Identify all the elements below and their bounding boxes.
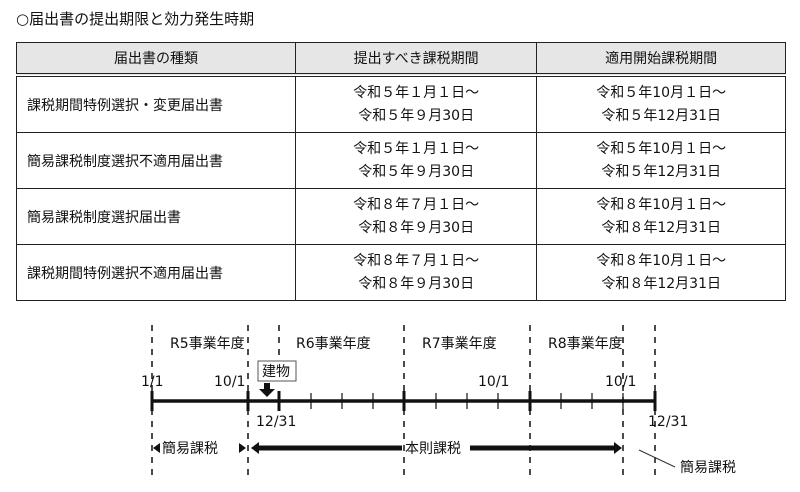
submit-period: 令和８年７月１日～ 令和８年９月30日 (294, 244, 538, 301)
year-r7: R7事業年度 (422, 336, 497, 352)
header-apply: 適用開始課税期間 (536, 42, 786, 77)
submit-end: 令和５年９月30日 (358, 163, 475, 180)
apply-start: 令和８年10月１日～ (596, 252, 727, 269)
arrow-left-icon (153, 443, 160, 453)
simple-tax-label-1: 簡易課税 (162, 441, 218, 457)
submit-start: 令和５年１月１日～ (353, 84, 480, 101)
down-arrow-icon (259, 383, 275, 397)
apply-period: 令和８年10月１日～ 令和８年12月31日 (536, 188, 786, 245)
table-row: 課税期間特例選択不適用届出書 令和８年７月１日～ 令和８年９月30日 令和８年10… (16, 244, 786, 301)
arrow-left-icon (251, 442, 259, 454)
apply-period: 令和８年10月１日～ 令和８年12月31日 (536, 244, 786, 301)
submit-start: 令和８年７月１日～ (353, 196, 480, 213)
header-type: 届出書の種類 (16, 42, 296, 77)
submit-period: 令和８年７月１日～ 令和８年９月30日 (294, 188, 538, 245)
notification-name: 簡易課税制度選択届出書 (16, 188, 296, 245)
year-r8: R8事業年度 (548, 336, 623, 352)
arrow-right-icon (614, 442, 622, 454)
apply-end: 令和５年12月31日 (601, 107, 721, 124)
submit-end: 令和８年９月30日 (358, 275, 475, 292)
apply-period: 令和５年10月１日～ 令和５年12月31日 (536, 74, 786, 133)
date-10-1-r7: 10/1 (478, 374, 509, 390)
submit-period: 令和５年１月１日～ 令和５年９月30日 (294, 132, 538, 189)
date-10-1-r8: 10/1 (605, 374, 636, 390)
year-r6: R6事業年度 (296, 336, 371, 352)
apply-start: 令和５年10月１日～ (596, 140, 727, 157)
page-title: ○届出書の提出期限と効力発生時期 (16, 10, 255, 28)
header-submit: 提出すべき課税期間 (294, 42, 538, 77)
building-box (257, 360, 297, 382)
notification-table: 届出書の種類 提出すべき課税期間 適用開始課税期間 課税期間特例選択・変更届出書… (16, 42, 786, 301)
submit-start: 令和５年１月１日～ (353, 140, 480, 157)
apply-end: 令和５年12月31日 (601, 163, 721, 180)
submit-start: 令和８年７月１日～ (353, 252, 480, 269)
apply-end: 令和８年12月31日 (601, 219, 721, 236)
submit-end: 令和８年９月30日 (358, 219, 475, 236)
table-row: 簡易課税制度選択不適用届出書 令和５年１月１日～ 令和５年９月30日 令和５年10… (16, 132, 786, 189)
date-12-31-r5: 12/31 (256, 414, 296, 430)
arrow-right-icon (239, 443, 246, 453)
notification-name: 課税期間特例選択・変更届出書 (16, 74, 296, 133)
submit-end: 令和５年９月30日 (358, 107, 475, 124)
callout-line (638, 449, 676, 468)
apply-end: 令和８年12月31日 (601, 275, 721, 292)
submit-period: 令和５年１月１日～ 令和５年９月30日 (294, 74, 538, 133)
building-label: 建物 (262, 364, 290, 380)
apply-start: 令和５年10月１日～ (596, 84, 727, 101)
table-row: 課税期間特例選択・変更届出書 令和５年１月１日～ 令和５年９月30日 令和５年10… (16, 74, 786, 133)
notification-name: 課税期間特例選択不適用届出書 (16, 244, 296, 301)
table-row: 簡易課税制度選択届出書 令和８年７月１日～ 令和８年９月30日 令和８年10月１日… (16, 188, 786, 245)
year-r5: R5事業年度 (170, 336, 245, 352)
apply-period: 令和５年10月１日～ 令和５年12月31日 (536, 132, 786, 189)
simple-tax-label-2: 簡易課税 (680, 460, 736, 476)
date-12-31-r8: 12/31 (648, 414, 688, 430)
standard-tax-label: 本則課税 (405, 441, 461, 457)
date-1-1: 1/1 (141, 374, 164, 390)
apply-start: 令和８年10月１日～ (596, 196, 727, 213)
date-10-1-r5: 10/1 (214, 374, 245, 390)
